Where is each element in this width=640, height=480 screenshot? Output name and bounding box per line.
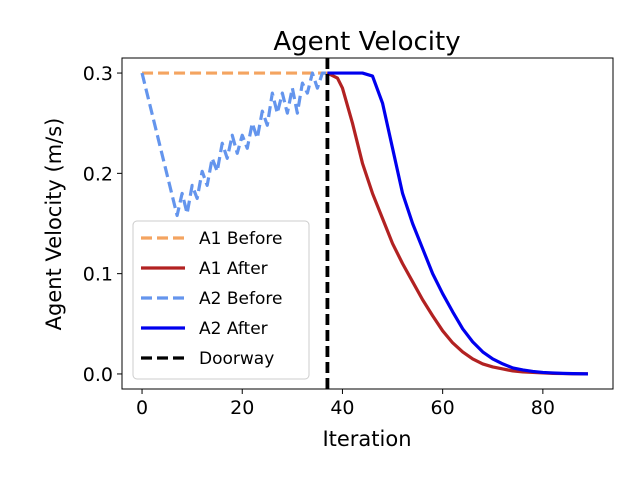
x-tick-label: 40 bbox=[330, 397, 354, 419]
legend-label-a2-after: A2 After bbox=[199, 319, 268, 339]
y-tick-label: 0.0 bbox=[83, 364, 113, 386]
series-line-a2-after bbox=[327, 71, 588, 376]
x-tick-label: 0 bbox=[136, 397, 148, 419]
legend-box bbox=[132, 220, 310, 380]
plot-area: 0 20 40 60 80 0.0 0.1 0.2 0.3 bbox=[83, 57, 614, 419]
y-axis-label: Agent Velocity (m/s) bbox=[42, 118, 66, 331]
x-tick-label: 20 bbox=[230, 397, 254, 419]
plot-frame bbox=[121, 57, 614, 390]
legend: A1 Before A1 After A2 Before A2 After Doorwa… bbox=[132, 220, 310, 380]
x-tick-label: 80 bbox=[531, 397, 555, 419]
y-tick-label: 0.1 bbox=[83, 264, 113, 286]
legend-label-a2-before: A2 Before bbox=[199, 289, 282, 309]
legend-label-doorway: Doorway bbox=[199, 349, 274, 369]
series-line-a2-before bbox=[140, 71, 328, 218]
legend-label-a1-after: A1 After bbox=[199, 259, 268, 279]
x-axis-label: Iteration bbox=[322, 427, 411, 451]
y-tick-label: 0.2 bbox=[83, 163, 113, 185]
chart-title: Agent Velocity bbox=[273, 27, 460, 57]
legend-label-a1-before: A1 Before bbox=[199, 229, 282, 249]
x-tick-label: 60 bbox=[431, 397, 455, 419]
series-line-a1-after bbox=[326, 71, 588, 376]
y-tick-label: 0.3 bbox=[83, 63, 113, 85]
